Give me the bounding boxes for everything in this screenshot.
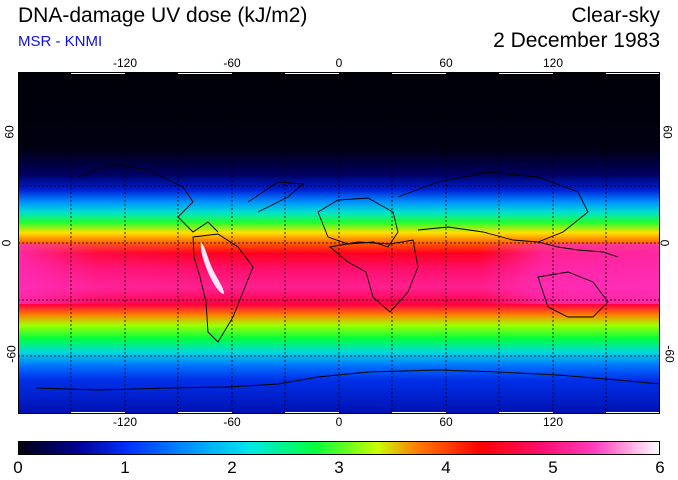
colorbar <box>18 441 660 455</box>
map-title: DNA-damage UV dose (kJ/m2) <box>18 4 308 27</box>
colorbar-tick: 6 <box>655 458 665 477</box>
lat-tick-label: 60 <box>2 125 17 139</box>
lon-tick-label: -120 <box>112 56 138 70</box>
lon-tick-label: 0 <box>335 56 343 70</box>
lon-tick-label: 120 <box>542 415 564 429</box>
colorbar-tick: 3 <box>334 458 344 477</box>
date-label: 2 December 1983 <box>493 29 660 52</box>
colorbar-tick: 0 <box>13 458 23 477</box>
lon-tick-label: -60 <box>223 56 241 70</box>
lon-tick-label: -60 <box>223 415 241 429</box>
lon-tick-label: 60 <box>439 56 453 70</box>
colorbar-tick: 4 <box>441 458 451 477</box>
uv-dose-map <box>18 72 660 414</box>
source-label: MSR - KNMI <box>18 33 103 50</box>
lon-tick-label: -120 <box>112 415 138 429</box>
colorbar-tick: 2 <box>227 458 237 477</box>
colorbar-tick: 5 <box>548 458 558 477</box>
lat-tick-label: 0 <box>0 239 14 247</box>
lon-tick-label: 0 <box>335 415 343 429</box>
lon-tick-label: 120 <box>542 56 564 70</box>
lat-tick-label: -60 <box>4 345 19 363</box>
colorbar-tick: 1 <box>120 458 130 477</box>
lat-tick-label: -60 <box>662 345 677 363</box>
lat-tick-label: 60 <box>660 125 675 139</box>
condition-label: Clear-sky <box>571 4 660 27</box>
lon-tick-label: 60 <box>439 415 453 429</box>
